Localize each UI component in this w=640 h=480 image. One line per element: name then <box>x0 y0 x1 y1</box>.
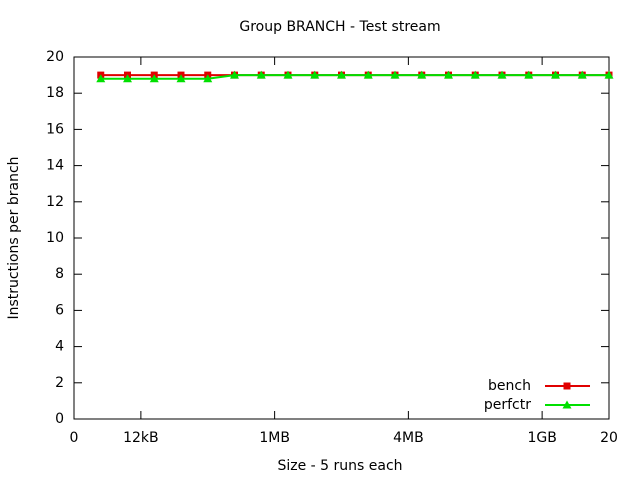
marker <box>176 74 186 83</box>
y-tick-label: 12 <box>46 194 64 210</box>
y-tick-label: 14 <box>46 158 64 174</box>
marker <box>577 70 587 79</box>
marker <box>470 70 480 79</box>
marker <box>551 70 560 79</box>
y-tick-label: 4 <box>55 339 64 355</box>
y-tick-label: 18 <box>46 85 64 101</box>
marker <box>363 70 373 79</box>
marker <box>283 70 293 79</box>
marker <box>417 70 427 79</box>
marker <box>562 400 572 409</box>
y-axis-label: Instructions per branch <box>6 156 22 319</box>
x-tick-label: 1GB <box>527 430 556 446</box>
y-tick-label: 0 <box>55 411 64 427</box>
marker <box>337 70 346 79</box>
marker <box>230 70 239 79</box>
y-tick-label: 8 <box>55 266 64 282</box>
x-axis-label: Size - 5 runs each <box>277 458 402 474</box>
x-tick-label: 1MB <box>259 430 290 446</box>
marker <box>497 70 507 79</box>
plot-frame <box>73 56 610 420</box>
y-tick-label: 20 <box>46 49 64 65</box>
x-tick-label: 0 <box>70 430 79 446</box>
marker <box>524 70 534 79</box>
legend-label: perfctr <box>484 397 531 413</box>
marker <box>390 70 400 79</box>
marker <box>604 70 614 79</box>
y-tick-label: 6 <box>55 302 64 318</box>
marker <box>123 74 132 83</box>
marker <box>149 74 159 83</box>
chart-title: Group BRANCH - Test stream <box>239 19 440 35</box>
marker <box>256 70 266 79</box>
y-tick-label: 10 <box>46 230 64 246</box>
y-tick-label: 16 <box>46 121 64 137</box>
y-tick-label: 2 <box>55 375 64 391</box>
x-tick-label: 20 <box>600 430 618 446</box>
marker <box>563 382 571 390</box>
x-tick-label: 4MB <box>393 430 424 446</box>
marker <box>96 74 106 83</box>
series-line <box>100 74 609 80</box>
marker <box>310 70 320 79</box>
marker <box>203 74 213 83</box>
legend-label: bench <box>488 378 531 394</box>
marker <box>444 70 453 79</box>
x-tick-label: 12kB <box>123 430 159 446</box>
